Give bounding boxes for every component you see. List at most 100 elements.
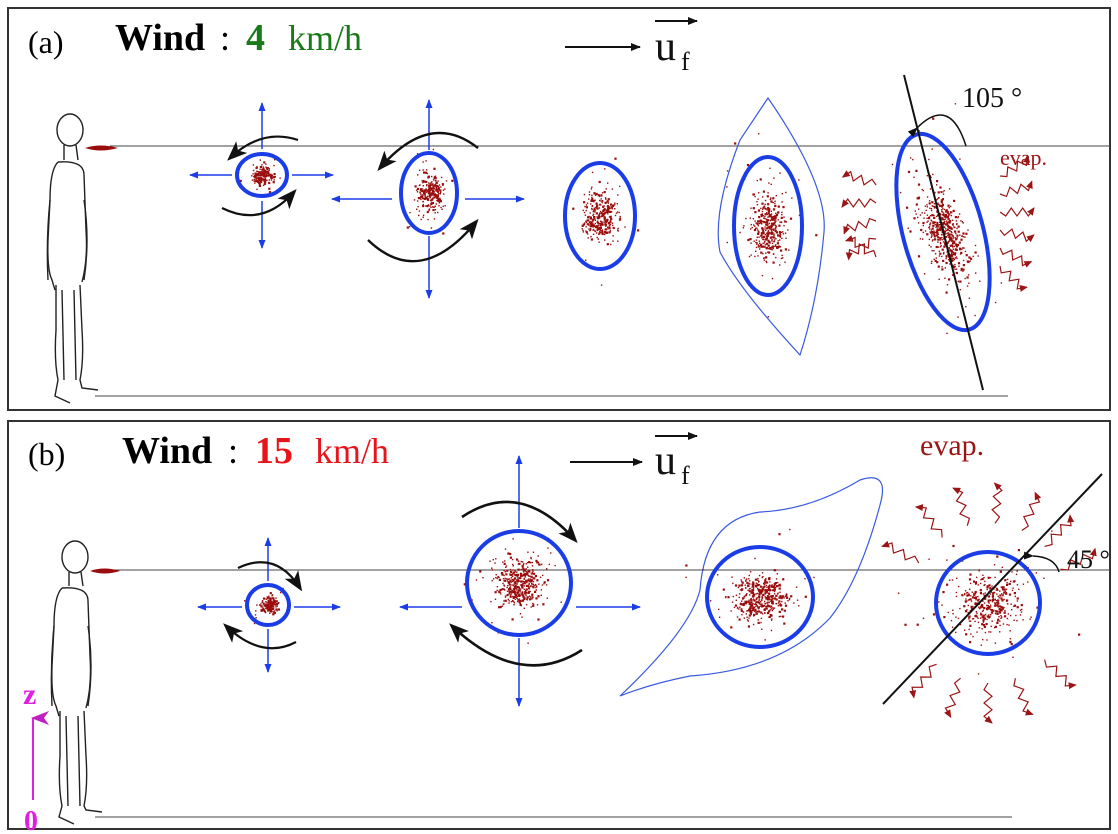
droplet [1020,611,1023,613]
droplet [1020,604,1023,607]
droplet [753,599,756,602]
droplet [963,247,965,249]
evaporation-arrow [1013,678,1034,716]
droplet [759,605,762,607]
droplet [583,201,586,204]
droplet [928,158,930,161]
droplet [761,237,763,239]
droplet [500,572,504,575]
droplet [999,570,1002,573]
droplet [954,268,956,270]
droplet [917,216,919,219]
droplet [961,248,963,250]
droplet [603,191,606,194]
droplet [764,213,767,216]
droplet [763,205,765,207]
evaporation-arrow [999,265,1028,292]
droplet [268,175,270,177]
droplet [1018,588,1020,590]
droplet [501,605,504,607]
droplet [935,224,939,227]
droplet [771,602,774,605]
droplet [596,220,599,222]
droplet [511,580,514,583]
droplet [422,161,424,163]
droplet [244,600,246,602]
droplet [746,578,748,580]
droplet [768,586,771,589]
droplet [609,223,612,225]
droplet [778,587,781,590]
droplet [774,227,777,230]
droplet [618,218,622,221]
droplet [499,605,502,609]
droplet [933,203,936,205]
droplet [980,605,983,608]
droplet [264,611,267,614]
droplet [763,257,765,259]
droplet [276,605,278,607]
droplet [958,265,960,267]
droplet [767,233,770,236]
droplet [526,562,529,564]
droplet [774,237,776,239]
droplet [509,573,511,575]
droplet [1012,580,1015,583]
droplet [994,626,996,629]
droplet [777,581,779,584]
droplet [987,595,991,598]
droplet [767,212,770,215]
droplet [521,593,524,596]
droplet [421,188,424,190]
droplet [776,593,779,595]
droplet [763,242,766,244]
droplet [1002,595,1004,597]
droplet [949,238,952,241]
droplet [269,173,272,176]
droplet [507,581,509,583]
droplet [596,228,599,231]
droplet [1014,580,1016,582]
droplet [756,204,759,206]
droplet [778,604,781,606]
droplet [956,227,958,230]
droplet [764,592,766,594]
droplet [525,594,527,597]
droplet [762,196,764,198]
droplet [525,568,527,570]
droplet [263,180,266,183]
droplet [525,588,528,591]
droplet [987,576,990,579]
droplet [263,174,266,177]
droplet [936,215,938,218]
droplet [425,160,427,162]
droplet [758,596,761,598]
evaporation-arrow [944,677,961,718]
droplet [979,617,982,619]
droplet [990,625,992,628]
droplet [516,575,519,578]
droplet [949,230,951,232]
droplet [615,212,618,214]
droplet [437,185,440,188]
droplet [968,256,971,259]
droplet [742,227,745,229]
droplet [760,590,762,592]
droplet [738,593,741,595]
droplet [916,197,919,200]
droplet [265,601,267,603]
droplet [780,231,783,233]
droplet [511,589,514,593]
droplet [525,581,528,584]
droplet [435,189,437,191]
droplet [965,633,968,636]
droplet [426,190,429,192]
droplet [781,201,783,203]
droplet [788,599,791,601]
droplet [749,238,752,241]
droplet [1012,587,1014,589]
droplet [934,224,936,226]
droplet [970,595,972,597]
droplet [503,562,506,565]
droplet [933,231,935,233]
